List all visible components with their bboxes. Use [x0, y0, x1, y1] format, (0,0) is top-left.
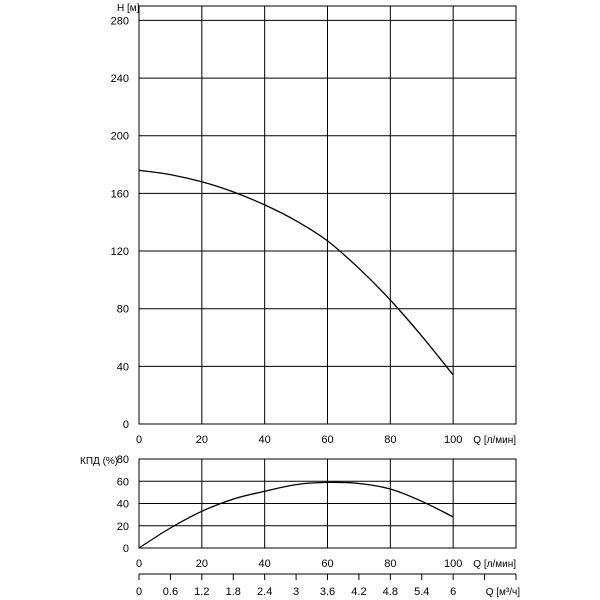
- panel-2-frame: [138, 458, 517, 549]
- panel-1-x-label: Q [л/мин]: [473, 435, 516, 446]
- m3-axis-tick-label: 4.8: [383, 586, 398, 598]
- panel-1-y-tick-label: 240: [111, 73, 129, 85]
- panel-2-x-tick-label: 80: [384, 558, 396, 570]
- panel-1-x-tick-label: 40: [259, 434, 271, 446]
- m3-axis-tick-label: 0: [136, 586, 142, 598]
- m3-axis-tick-label: 2.4: [257, 586, 272, 598]
- m3-axis-tick-label: 1.2: [194, 586, 209, 598]
- panel-2-y-tick-label: 40: [117, 499, 129, 511]
- panel-1-x-tick-label: 60: [321, 434, 333, 446]
- panel-1-y-tick-label: 160: [111, 188, 129, 200]
- panel-2-series-line: [138, 481, 454, 549]
- panel-1-y-tick-label: 80: [117, 304, 129, 316]
- m3-axis-tick-label: 3.6: [320, 586, 335, 598]
- panel-2-x-label: Q [л/мин]: [473, 559, 516, 570]
- panel-1-x-tick-label: 20: [196, 434, 208, 446]
- m3-axis: 0 0.6 1.2 1.8 2.4 3 3.6 4.2 4.8 5.4 6 Q [м³/ч]: [136, 573, 521, 598]
- panel-2-grid: [138, 458, 517, 549]
- panel-1-grid: [138, 6, 517, 425]
- m3-axis-tick-label: 5.4: [414, 586, 429, 598]
- panel-2-y-label: КПД (%): [80, 456, 118, 467]
- panel-1-y-tick-label: 280: [111, 15, 129, 27]
- m3-axis-label: Q [м³/ч]: [486, 587, 521, 598]
- panel-2-x-tick-label: 40: [259, 558, 271, 570]
- panel-1-y-tick-label: 120: [111, 246, 129, 258]
- panel-2-y-tick-label: 80: [117, 454, 129, 466]
- panel-2-x-tick-label: 60: [321, 558, 333, 570]
- panel-1-y-tick-label: 200: [111, 131, 129, 143]
- m3-axis-tick-label: 1.8: [226, 586, 241, 598]
- panel-2-y-tick-label: 20: [117, 521, 129, 533]
- panel-2-x-tick-label: 0: [136, 558, 142, 570]
- m3-axis-tick-label: 4.2: [351, 586, 366, 598]
- m3-axis-tick-label: 0.6: [163, 586, 178, 598]
- panel-2-x-tick-label: 20: [196, 558, 208, 570]
- panel-1-y-tick-label: 0: [123, 419, 129, 431]
- panel-1-x-tick-label: 100: [444, 434, 462, 446]
- panel-1-x-tick-label: 80: [384, 434, 396, 446]
- panel-1-y-label: H [м]: [117, 3, 140, 14]
- panel-2-y-tick-label: 0: [123, 543, 129, 555]
- panel-1-y-tick-label: 40: [117, 361, 129, 373]
- panel-2-y-tick-label: 60: [117, 476, 129, 488]
- panel-1-series-line: [138, 169, 454, 376]
- m3-axis-tick-label: 3: [293, 586, 299, 598]
- panel-2-x-tick-label: 100: [444, 558, 462, 570]
- panel-1-frame: [138, 5, 517, 425]
- m3-axis-tick-label: 6: [450, 586, 456, 598]
- panel-1-x-tick-label: 0: [136, 434, 142, 446]
